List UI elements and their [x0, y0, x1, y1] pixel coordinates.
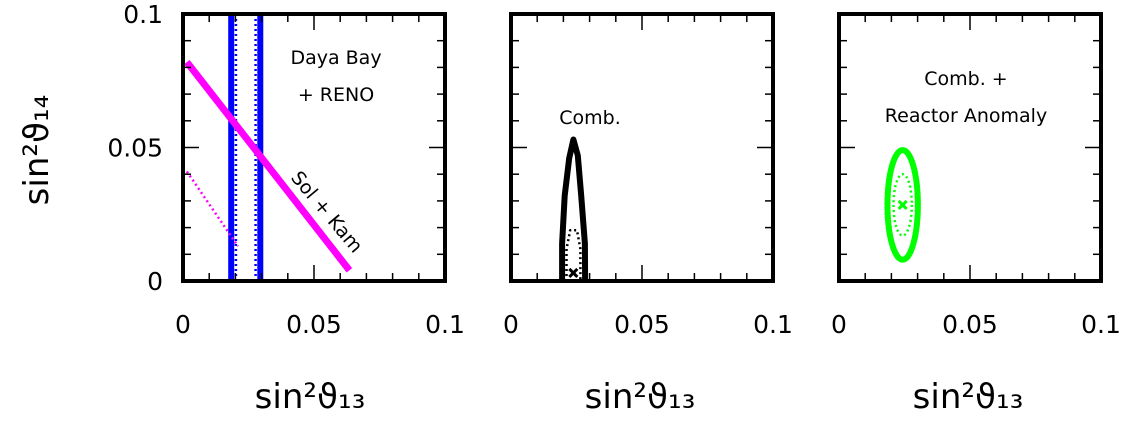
x-tick-label: 0.05	[286, 310, 342, 339]
contour-ellipse-solid	[884, 147, 921, 263]
x-tick-label: 0.05	[614, 310, 670, 339]
y-tick-label: 0.1	[123, 0, 163, 29]
x-tick-label: 0	[175, 310, 191, 339]
x-tick-label: 0	[831, 310, 847, 339]
plot-area	[559, 136, 589, 281]
x-axis-title-panel-2: sin²ϑ₁₃	[585, 377, 696, 417]
best-fit-marker	[568, 267, 579, 279]
annotation-comb: Comb.	[559, 107, 621, 129]
contour-ellipse-dotted	[892, 172, 914, 237]
x-tick-label: 0.1	[425, 310, 465, 339]
annotation-comb-plus: Comb. +	[924, 68, 1007, 90]
contour-dotted	[565, 229, 582, 281]
plot-area	[184, 14, 353, 281]
panel-daya-bay-reno: 0 0.05 0.1 0 0.05 0.1	[107, 0, 465, 339]
plot-frame	[837, 12, 1103, 283]
x-axis-title-panel-3: sin²ϑ₁₃	[913, 377, 1024, 417]
x-tick-label: 0	[503, 310, 519, 339]
x-tick-label: 0.1	[1081, 310, 1121, 339]
annotation-reno: + RENO	[298, 84, 374, 106]
y-tick-label: 0	[147, 267, 163, 296]
best-fit-marker	[897, 199, 908, 210]
panel-combined-reactor-anomaly: 0 0.05 0.1	[831, 12, 1121, 339]
y-axis-title: sin²ϑ₁₄	[17, 95, 57, 206]
annotation-reactor-anomaly: Reactor Anomaly	[885, 105, 1047, 127]
contour-solid	[559, 136, 589, 281]
x-tick-label: 0.1	[753, 310, 793, 339]
y-tick-label: 0.05	[107, 134, 163, 163]
plot-area	[884, 147, 921, 263]
plot-frame	[509, 12, 775, 283]
curve-solid	[184, 59, 353, 273]
curve-dotted	[185, 170, 240, 248]
annotation-daya-bay: Daya Bay	[290, 47, 381, 69]
x-tick-label: 0.05	[942, 310, 998, 339]
x-axis-title-panel-1: sin²ϑ₁₃	[255, 377, 366, 417]
panel-combined: 0 0.05 0.1	[503, 12, 793, 339]
